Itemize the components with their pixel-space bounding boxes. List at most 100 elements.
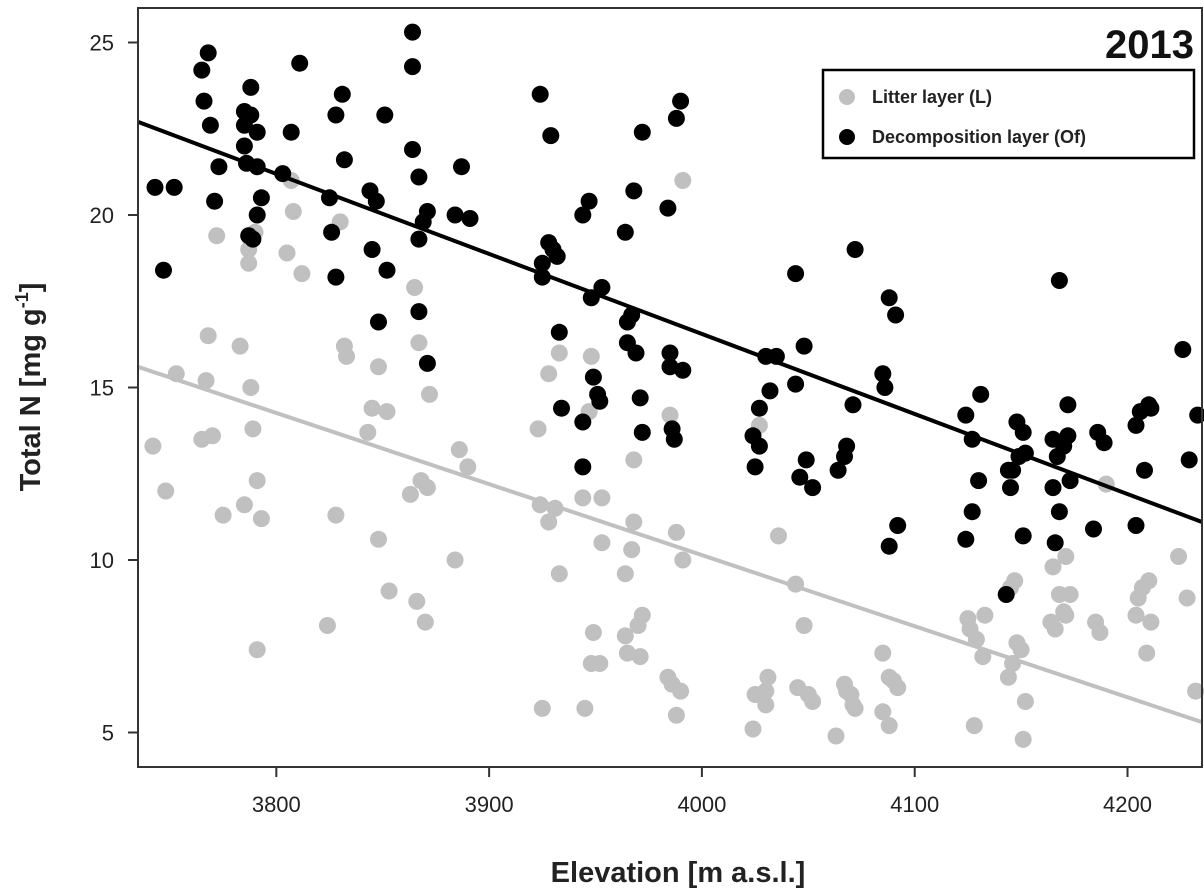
data-point bbox=[1127, 606, 1145, 624]
data-point bbox=[293, 265, 311, 283]
data-point bbox=[665, 430, 683, 448]
data-point bbox=[548, 247, 566, 265]
data-point bbox=[674, 172, 692, 189]
data-point bbox=[846, 699, 864, 717]
data-point bbox=[591, 392, 609, 410]
data-point bbox=[144, 437, 162, 455]
data-point bbox=[584, 624, 602, 641]
data-point bbox=[970, 472, 988, 490]
data-point bbox=[625, 513, 643, 531]
data-point bbox=[838, 437, 856, 455]
data-point bbox=[370, 530, 387, 548]
data-point bbox=[363, 399, 381, 417]
legend-box bbox=[821, 68, 1196, 160]
data-point bbox=[1004, 461, 1022, 479]
legend-label-litter: Litter layer (L) bbox=[872, 87, 992, 107]
chart-title: 2013 bbox=[1105, 23, 1194, 67]
data-point bbox=[1046, 620, 1064, 638]
data-point bbox=[787, 265, 805, 283]
data-point bbox=[874, 644, 892, 662]
data-point bbox=[846, 241, 864, 258]
data-point bbox=[291, 54, 309, 72]
data-point bbox=[363, 241, 381, 258]
data-point bbox=[201, 116, 219, 134]
data-point bbox=[406, 279, 424, 296]
data-point bbox=[804, 479, 822, 497]
data-point bbox=[248, 206, 266, 224]
data-point bbox=[874, 703, 892, 721]
data-point bbox=[593, 489, 611, 507]
x-tick-label: 4100 bbox=[890, 792, 939, 817]
data-point bbox=[459, 458, 477, 476]
data-point bbox=[242, 78, 260, 96]
y-axis-title-superscript: -1 bbox=[12, 292, 32, 308]
data-point bbox=[795, 337, 813, 355]
data-point bbox=[204, 427, 221, 445]
data-point bbox=[1136, 461, 1153, 479]
data-point bbox=[1014, 730, 1032, 748]
data-point bbox=[327, 506, 345, 524]
x-tick-label: 3800 bbox=[252, 792, 301, 817]
data-point bbox=[997, 586, 1015, 603]
data-point bbox=[625, 182, 643, 200]
data-point bbox=[633, 606, 651, 624]
data-point bbox=[1044, 479, 1062, 497]
data-point bbox=[408, 592, 426, 610]
y-axis-title: Total N [mg g-1] bbox=[12, 283, 47, 492]
data-point bbox=[418, 354, 436, 372]
series-litter bbox=[144, 172, 1204, 748]
data-point bbox=[757, 682, 775, 700]
data-point bbox=[401, 485, 419, 503]
data-point bbox=[404, 23, 421, 41]
data-point bbox=[446, 551, 464, 569]
data-point bbox=[359, 423, 377, 441]
data-point bbox=[1012, 641, 1030, 659]
data-point bbox=[633, 423, 651, 441]
data-point bbox=[410, 230, 428, 248]
series-decomposition bbox=[146, 23, 1204, 603]
data-point bbox=[446, 206, 464, 224]
data-point bbox=[674, 551, 692, 569]
data-point bbox=[282, 123, 300, 141]
data-point bbox=[327, 268, 345, 286]
data-point bbox=[963, 503, 981, 521]
y-tick-label: 15 bbox=[90, 376, 114, 401]
y-axis-title-main: Total N [mg g bbox=[15, 308, 47, 491]
data-point bbox=[672, 682, 690, 700]
data-point bbox=[338, 347, 355, 365]
data-point bbox=[750, 437, 768, 455]
data-point bbox=[667, 109, 685, 127]
data-point bbox=[410, 334, 428, 352]
data-point bbox=[550, 344, 568, 362]
data-point bbox=[248, 472, 266, 490]
data-point bbox=[248, 641, 266, 659]
data-point bbox=[1014, 423, 1032, 441]
data-point bbox=[672, 92, 690, 110]
data-point bbox=[750, 399, 768, 417]
data-point bbox=[1091, 624, 1109, 641]
data-point bbox=[199, 327, 217, 345]
x-tick-label: 4000 bbox=[677, 792, 726, 817]
data-point bbox=[418, 203, 436, 220]
data-point bbox=[1044, 558, 1062, 576]
data-point bbox=[252, 510, 270, 528]
data-point bbox=[1138, 644, 1156, 662]
data-point bbox=[542, 127, 560, 145]
data-point bbox=[1059, 396, 1077, 414]
data-point bbox=[404, 141, 421, 158]
data-point bbox=[418, 479, 436, 497]
data-point bbox=[242, 106, 260, 124]
data-point bbox=[242, 379, 260, 396]
data-point bbox=[333, 85, 351, 103]
data-point bbox=[235, 137, 253, 155]
data-point bbox=[450, 441, 468, 459]
data-point bbox=[416, 613, 434, 631]
data-point bbox=[582, 347, 600, 365]
data-point bbox=[550, 565, 568, 583]
data-point bbox=[880, 717, 898, 735]
data-point bbox=[667, 523, 685, 541]
data-point bbox=[1006, 572, 1024, 590]
data-point bbox=[584, 368, 602, 386]
data-point bbox=[631, 648, 649, 666]
data-point bbox=[206, 192, 224, 210]
